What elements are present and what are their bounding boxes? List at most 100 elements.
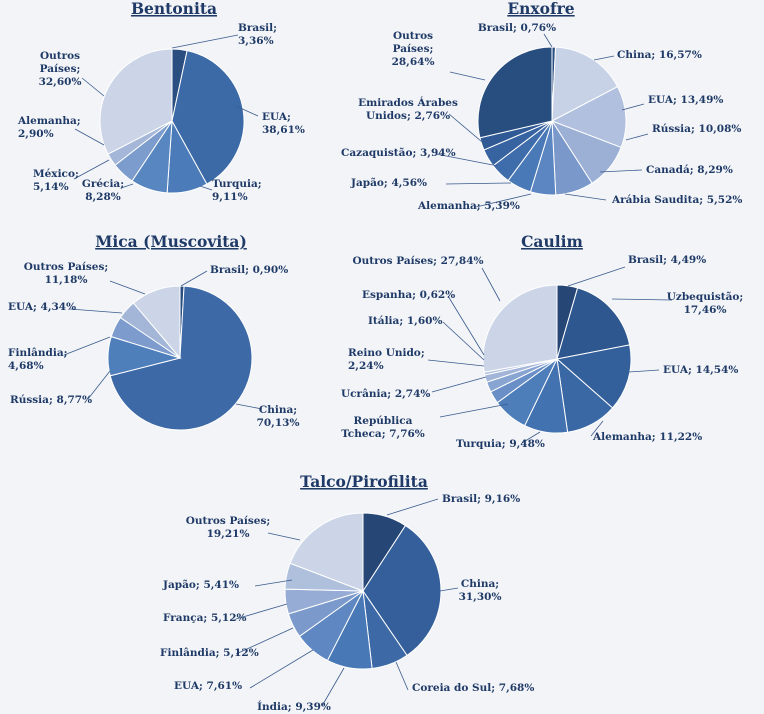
chart-title: Bentonita (131, 0, 217, 18)
slice-label: Brasil; 0,90% (210, 264, 288, 276)
leader-line (449, 71, 486, 81)
pie-slice (555, 344, 632, 409)
leader-line (81, 77, 105, 97)
pie-slice (289, 512, 364, 592)
slice-label: Outros Países; 27,84% (352, 255, 483, 267)
pie-slice (556, 287, 631, 360)
slice-label: França; 5,12% (163, 612, 247, 624)
leader-line (74, 128, 105, 146)
leader-line (599, 169, 643, 173)
chart-title: Caulim (521, 232, 583, 251)
leader-line (395, 661, 409, 691)
leader-line (447, 295, 485, 356)
slice-label: Brasil; 0,76% (478, 22, 556, 34)
slice-label: Uzbequistão; 17,46% (667, 291, 744, 316)
leader-line (431, 376, 487, 393)
slice-label: Japão; 4,56% (350, 177, 427, 189)
leader-line (475, 193, 532, 208)
pie-chart-4: Caulim Brasil; 4,49% Uzbequistão; 17,46% EUA… (341, 232, 743, 450)
leader-line (567, 266, 626, 287)
pie-slice (362, 524, 442, 657)
pie-slice (551, 46, 619, 122)
slice-label: Alemanha; 2,90% (17, 115, 81, 140)
slice-label: Turquia; 9,48% (456, 438, 545, 450)
leader-line (448, 113, 489, 148)
pie-slice (482, 284, 558, 373)
pie-slice (99, 48, 173, 155)
pie-slice (132, 285, 181, 360)
leader-line (254, 579, 293, 587)
slice-label: EUA; 38,61% (262, 111, 305, 136)
slice-label: Finlândia; 5,12% (160, 647, 259, 659)
pie-slice (477, 46, 553, 139)
slice-label: Alemanha; 5,39% (417, 200, 520, 212)
slice-label: República Tcheca; 7,76% (341, 415, 425, 440)
slice-label: China; 16,57% (617, 49, 702, 61)
leader-line (87, 370, 111, 400)
leader-line (69, 308, 123, 314)
slice-label: Espanha; 0,62% (362, 289, 455, 301)
slice-label: EUA; 4,34% (8, 301, 76, 313)
leader-line (564, 193, 607, 201)
slice-label: Rússia; 10,08% (652, 123, 741, 135)
leader-line (481, 267, 501, 302)
slice-label: Japão; 5,41% (162, 579, 239, 591)
slice-label: Turquia; 9,11% (212, 178, 262, 203)
slice-label: Outros Países; 28,64% (392, 30, 435, 68)
leader-line (180, 270, 208, 287)
leader-line (543, 33, 553, 48)
slice-label: EUA; 7,61% (174, 680, 242, 692)
leader-line (235, 603, 288, 620)
slice-label: Finlândia; 4,68% (8, 347, 68, 372)
slice-label: Reino Unido; 2,24% (348, 347, 425, 372)
slice-label: Rússia; 8,77% (10, 394, 92, 406)
leader-line (63, 336, 111, 356)
leader-line (109, 280, 146, 295)
leader-line (439, 403, 509, 418)
leader-line (521, 431, 541, 444)
chart-title: Mica (Muscovita) (95, 232, 247, 251)
pie-chart-5: Talco/Pirofilita Brasil; 9,16% China; 31,30… (160, 472, 534, 713)
leader-line (199, 185, 213, 191)
pie-slice (550, 86, 627, 149)
slice-label: Itália; 1,60% (368, 315, 442, 327)
slice-label: China; 70,13% (257, 404, 300, 429)
leader-line (628, 369, 660, 373)
leader-line (249, 649, 314, 689)
slice-label: Brasil; 4,49% (628, 254, 706, 266)
slice-label: Coreia do Sul; 7,68% (412, 682, 534, 694)
leader-line (386, 498, 439, 516)
leader-line (621, 103, 645, 111)
pie-chart-2: Enxofre Brasil; 0,76% China; 16,57% EUA; 13… (341, 0, 742, 212)
leader-line (435, 153, 499, 167)
leader-line (427, 359, 485, 367)
slice-label: Arábia Saudita; 5,52% (611, 194, 742, 206)
slice-label: Emirados Árabes Unidos; 2,76% (358, 95, 458, 122)
slice-label: Alemanha; 11,22% (592, 431, 702, 443)
chart-title: Enxofre (507, 0, 574, 18)
slice-label: Índia; 9,39% (257, 699, 331, 713)
leader-line (267, 532, 301, 541)
slice-label: Outros Países; 19,21% (186, 515, 271, 540)
slice-label: EUA; 14,54% (663, 364, 738, 376)
leader-line (439, 587, 459, 592)
slice-label: EUA; 13,49% (648, 94, 723, 106)
slice-label: Grécia; 8,28% (82, 178, 124, 203)
leader-line (73, 159, 110, 180)
leader-line (321, 667, 345, 707)
leader-line (235, 627, 294, 655)
slice-label: Outros Países; 11,18% (24, 261, 109, 286)
leader-line (120, 183, 134, 189)
leader-line (171, 34, 239, 49)
slice-label: Brasil; 3,36% (238, 22, 277, 47)
slice-label: Cazaquistão; 3,94% (341, 147, 456, 159)
leader-line (611, 298, 673, 301)
leader-line (235, 403, 263, 410)
chart-title: Talco/Pirofilita (300, 472, 428, 491)
leader-line (625, 133, 649, 141)
leader-line (590, 420, 604, 437)
charts-layer: Bentonita Brasil; 3,36% EUA; 38,61% Turquia; 9… (8, 0, 743, 713)
pie-chart-3: Mica (Muscovita) Brasil; 0,90% China; 70,13… (8, 232, 300, 431)
slice-label: México; 5,14% (33, 168, 79, 193)
